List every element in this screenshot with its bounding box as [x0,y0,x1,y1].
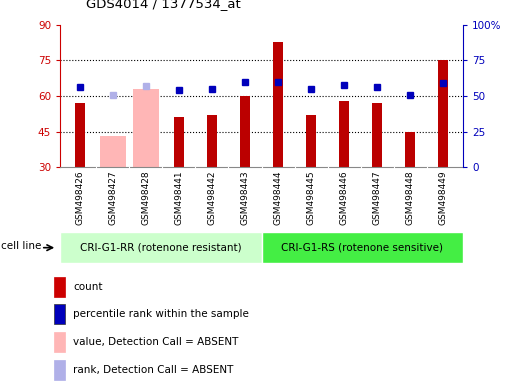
Bar [54,305,64,324]
Text: GSM498444: GSM498444 [274,170,282,225]
Bar [273,41,283,167]
Text: GSM498442: GSM498442 [208,170,217,225]
Bar [405,131,415,167]
Text: GSM498446: GSM498446 [339,170,348,225]
Bar [75,103,85,167]
Text: value, Detection Call = ABSENT: value, Detection Call = ABSENT [73,337,238,347]
Text: count: count [73,281,103,291]
Text: GDS4014 / 1377534_at: GDS4014 / 1377534_at [86,0,241,10]
Bar [174,118,184,167]
Text: GSM498443: GSM498443 [241,170,249,225]
Text: GSM498426: GSM498426 [75,170,84,225]
Bar [100,136,126,167]
Bar [54,276,64,297]
Text: GSM498447: GSM498447 [372,170,382,225]
Bar [438,61,448,167]
Text: rank, Detection Call = ABSENT: rank, Detection Call = ABSENT [73,365,233,375]
Bar [240,96,250,167]
Bar [54,360,64,380]
Bar [306,115,316,167]
Bar [262,232,463,263]
Text: CRI-G1-RS (rotenone sensitive): CRI-G1-RS (rotenone sensitive) [281,243,443,253]
Bar [60,232,262,263]
Text: percentile rank within the sample: percentile rank within the sample [73,310,249,319]
Text: GSM498449: GSM498449 [439,170,448,225]
Text: GSM498441: GSM498441 [175,170,184,225]
Text: cell line: cell line [1,241,41,251]
Bar [339,101,349,167]
Bar [372,103,382,167]
Text: GSM498448: GSM498448 [405,170,415,225]
Bar [133,89,158,167]
Text: GSM498428: GSM498428 [141,170,151,225]
Bar [207,115,217,167]
Text: GSM498445: GSM498445 [306,170,315,225]
Bar [54,332,64,353]
Text: GSM498427: GSM498427 [108,170,118,225]
Text: CRI-G1-RR (rotenone resistant): CRI-G1-RR (rotenone resistant) [80,243,242,253]
